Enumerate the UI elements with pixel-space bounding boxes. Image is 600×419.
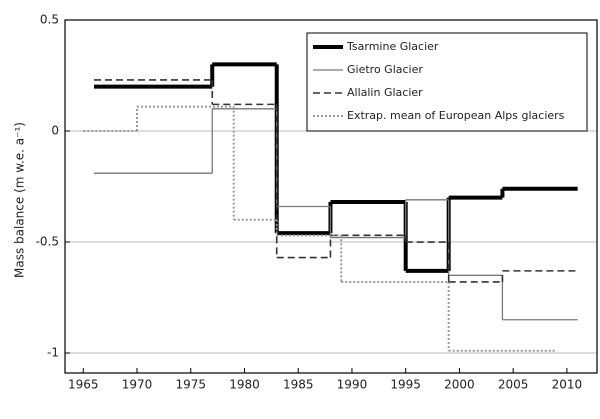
y-tick-label: 0.5 — [40, 13, 59, 27]
x-tick-label: 2005 — [498, 378, 529, 392]
x-tick-label: 1980 — [229, 378, 260, 392]
y-axis-label: Mass balance (m w.e. a⁻¹) — [13, 122, 27, 278]
x-tick-label: 1995 — [390, 378, 421, 392]
legend-label: Extrap. mean of European Alps glaciers — [347, 109, 565, 122]
legend: Tsarmine Glacier Gietro Glacier Allalin Gl… — [306, 32, 588, 132]
legend-label: Gietro Glacier — [347, 63, 423, 76]
legend-box — [306, 32, 588, 132]
x-tick-label: 1970 — [122, 378, 153, 392]
x-tick-label: 2010 — [552, 378, 583, 392]
legend-label: Allalin Glacier — [347, 86, 423, 99]
x-tick-label: 1985 — [283, 378, 314, 392]
legend-label: Tsarmine Glacier — [346, 40, 439, 53]
y-tick-label: 0 — [51, 124, 59, 138]
plot-frame — [64, 19, 598, 374]
x-tick-label: 2000 — [444, 378, 475, 392]
y-tick-label: -0.5 — [36, 235, 59, 249]
y-tick-label: -1 — [47, 346, 59, 360]
x-tick-label: 1965 — [68, 378, 99, 392]
x-tick-label: 1990 — [337, 378, 368, 392]
x-tick-label: 1975 — [175, 378, 206, 392]
